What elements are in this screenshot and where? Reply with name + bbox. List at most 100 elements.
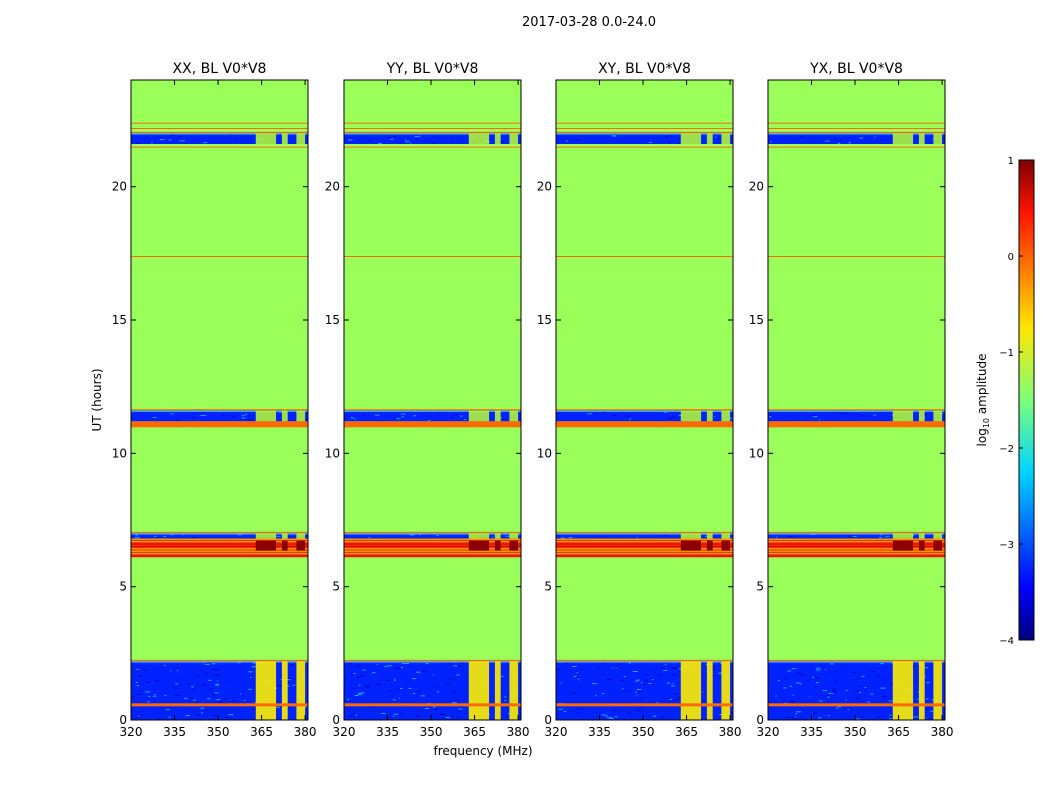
noise-speck — [634, 680, 639, 682]
burst-line — [556, 541, 733, 543]
burst-line — [344, 553, 521, 555]
rfi-channel — [933, 661, 943, 720]
colorbar-ticks: 1 0 −1 −2 −3 −4 — [999, 156, 1023, 647]
noise-speck — [663, 411, 668, 413]
noise-speck — [620, 679, 625, 681]
burst-line — [344, 550, 521, 552]
noise-speck — [203, 414, 207, 416]
noise-speck — [351, 687, 354, 689]
noise-speck — [576, 672, 578, 674]
noise-speck — [840, 416, 842, 418]
noise-speck — [191, 537, 195, 539]
noise-speck — [729, 712, 734, 714]
burst-rfi — [680, 540, 702, 551]
noise-speck — [634, 691, 637, 693]
band-edge — [768, 410, 945, 412]
noise-speck — [170, 534, 174, 536]
noise-speck — [205, 708, 208, 710]
noise-speck — [287, 678, 293, 680]
noise-speck — [855, 413, 859, 415]
colorbar: 10−1−2−3−4 log10 amplitude — [975, 156, 1035, 647]
noise-speck — [828, 692, 833, 694]
noise-speck — [138, 675, 143, 677]
noise-speck — [159, 137, 164, 139]
noise-speck — [505, 535, 511, 537]
noise-speck — [587, 413, 592, 415]
noise-band — [556, 410, 733, 422]
rfi-channel — [706, 410, 713, 422]
noise-speck — [249, 138, 252, 140]
x-tick-label: 320 — [545, 725, 568, 739]
noise-speck — [783, 698, 786, 700]
noise-speck — [428, 417, 430, 419]
noise-speck — [179, 140, 183, 142]
noise-speck — [286, 679, 291, 681]
noise-speck — [503, 697, 506, 699]
noise-speck — [599, 537, 601, 539]
y-tick-label: 5 — [756, 580, 764, 594]
noise-speck — [595, 676, 597, 678]
noise-speck — [657, 674, 661, 676]
noise-speck — [362, 669, 366, 671]
noise-speck — [923, 667, 928, 669]
noise-speck — [884, 678, 887, 679]
noise-speck — [387, 665, 392, 667]
noise-speck — [428, 420, 431, 422]
noise-speck — [456, 700, 460, 702]
burst-line — [344, 541, 521, 543]
burst-lines — [556, 538, 733, 557]
flag-line-thick — [344, 421, 521, 428]
noise-speck — [214, 692, 219, 694]
burst-line — [556, 553, 733, 555]
noise-speck — [421, 135, 424, 137]
noise-speck — [667, 418, 673, 420]
noise-speck — [560, 537, 565, 539]
noise-speck — [459, 710, 462, 712]
noise-speck — [212, 694, 217, 696]
noise-speck — [295, 686, 297, 688]
noise-speck — [191, 686, 194, 688]
noise-band — [344, 533, 521, 539]
noise-speck — [416, 671, 421, 673]
noise-speck — [392, 699, 396, 701]
noise-speck — [159, 139, 165, 141]
noise-speck — [205, 673, 209, 675]
noise-speck — [170, 670, 172, 672]
noise-speck — [604, 715, 609, 717]
flag-line — [344, 659, 521, 662]
noise-speck — [200, 707, 205, 709]
noise-speck — [864, 690, 867, 691]
burst-line — [131, 553, 308, 555]
noise-speck — [151, 142, 153, 144]
noise-speck — [855, 697, 860, 699]
noise-speck — [390, 138, 394, 140]
burst-rfi — [892, 540, 914, 551]
noise-speck — [877, 716, 882, 718]
burst-line — [768, 545, 945, 547]
rfi-channel — [255, 533, 277, 539]
noise-speck — [413, 415, 417, 417]
noise-speck — [640, 706, 644, 708]
flag-line — [556, 122, 733, 124]
y-tick-label: 5 — [544, 580, 552, 594]
noise-speck — [191, 688, 194, 690]
noise-speck — [140, 714, 144, 716]
flag-line — [344, 256, 521, 257]
burst-rfi — [468, 540, 490, 551]
noise-speck — [890, 683, 895, 685]
noise-speck — [218, 701, 223, 703]
y-tick-label: 10 — [325, 446, 340, 460]
noise-speck — [672, 682, 674, 684]
noise-band — [768, 133, 945, 144]
noise-speck — [142, 669, 148, 671]
noise-speck — [729, 417, 733, 419]
noise-speck — [152, 417, 157, 418]
noise-speck — [196, 675, 199, 677]
noise-speck — [409, 534, 415, 536]
noise-speck — [185, 715, 191, 717]
band-edge — [344, 410, 521, 412]
noise-speck — [355, 666, 359, 668]
panel-frame — [767, 79, 946, 721]
noise-speck — [800, 717, 803, 718]
noise-speck — [847, 709, 850, 711]
